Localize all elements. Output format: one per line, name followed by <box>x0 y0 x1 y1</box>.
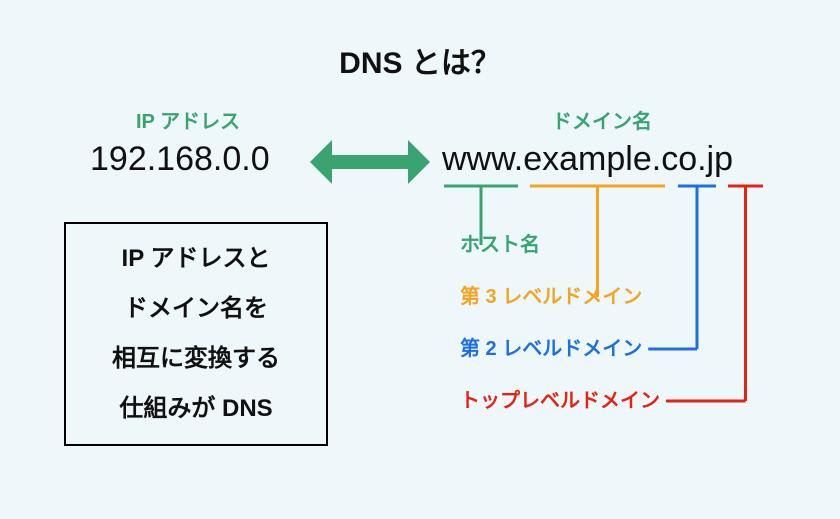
domain-level-tld: トップレベルドメイン <box>460 384 660 413</box>
domain-level-l2: 第 2 レベルドメイン <box>460 332 642 361</box>
domain-level-host: ホスト名 <box>460 228 540 257</box>
domain-level-leaders <box>0 0 840 519</box>
domain-level-l3: 第 3 レベルドメイン <box>460 280 642 309</box>
